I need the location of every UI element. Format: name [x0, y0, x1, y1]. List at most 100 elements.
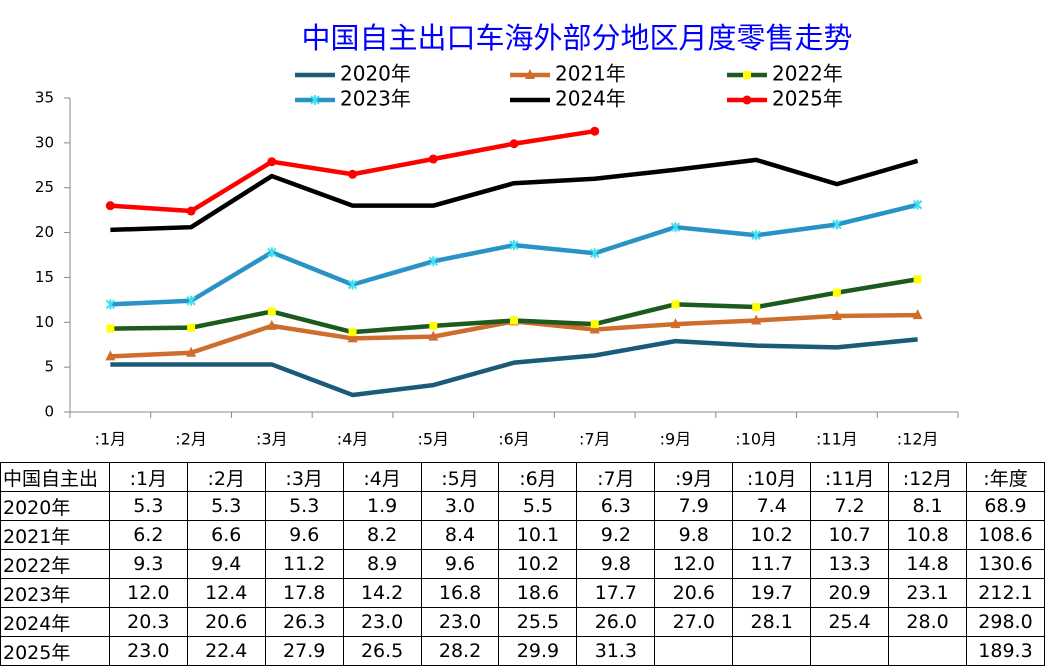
table-cell: 10.2: [732, 520, 812, 550]
chart-title: 中国自主出口车海外部分地区月度零售走势: [301, 21, 852, 55]
table-cell: 5.3: [186, 491, 266, 521]
marker: [832, 219, 842, 230]
x-tick-label: :11月: [816, 430, 858, 449]
table-cell: 8.2: [342, 520, 422, 550]
y-tick-label: 35: [35, 89, 54, 107]
table-cell: :3月: [264, 462, 344, 492]
table-cell: [732, 636, 812, 666]
marker: [348, 169, 358, 179]
y-tick-label: 20: [35, 223, 54, 241]
series-line: [110, 337, 918, 398]
table-cell: [888, 636, 968, 666]
marker: [589, 323, 600, 334]
table-cell: 189.3: [966, 636, 1045, 666]
y-tick-label: 10: [35, 313, 54, 331]
table-cell: 12.4: [186, 578, 266, 608]
marker: [913, 275, 922, 284]
y-tick-label: 5: [44, 358, 54, 376]
table-cell: 10.2: [498, 549, 578, 579]
table-cell: 14.2: [342, 578, 422, 608]
table-cell: 18.6: [498, 578, 578, 608]
table-cell: :1月: [108, 462, 188, 492]
table-cell: 13.3: [810, 549, 890, 579]
table-cell: 7.4: [732, 491, 812, 521]
table-cell: 8.9: [342, 549, 422, 579]
table-cell: 28.0: [888, 607, 968, 637]
table-cell: 12.0: [654, 549, 734, 579]
marker: [670, 318, 681, 329]
table-cell: 28.1: [732, 607, 812, 637]
table-cell: 26.0: [576, 607, 656, 637]
table-cell: 25.4: [810, 607, 890, 637]
table-cell: :10月: [732, 462, 812, 492]
marker: [752, 303, 761, 312]
table-cell: 5.3: [108, 491, 188, 521]
marker: [912, 309, 923, 320]
table-cell: 10.8: [888, 520, 968, 550]
table-cell: :9月: [654, 462, 734, 492]
table-cell: 10.7: [810, 520, 890, 550]
table-cell: 20.6: [186, 607, 266, 637]
marker: [347, 332, 358, 343]
table-cell: 5.5: [498, 491, 578, 521]
table-cell: 25.5: [498, 607, 578, 637]
table-cell: 20.9: [810, 578, 890, 608]
table-cell: 2025年: [0, 636, 110, 666]
table-cell: 9.8: [576, 549, 656, 579]
marker: [590, 320, 599, 329]
table-cell: 23.1: [888, 578, 968, 608]
y-tick-label: 25: [35, 178, 54, 196]
x-tick-label: :10月: [735, 430, 777, 449]
table-cell: 11.2: [264, 549, 344, 579]
table-cell: 6.6: [186, 520, 266, 550]
marker: [310, 95, 320, 105]
marker: [670, 222, 681, 233]
table-cell: :2月: [186, 462, 266, 492]
table-cell: 2024年: [0, 607, 110, 637]
x-tick-label: :3月: [256, 430, 288, 449]
marker: [590, 126, 600, 136]
marker: [428, 330, 439, 341]
table-cell: :4月: [342, 462, 422, 492]
y-tick-label: 30: [35, 133, 54, 151]
table-row: 2025年 23.0 22.4 27.9 26.5 28.2 29.9 31.3 189.3: [0, 636, 1045, 666]
x-tick-label: :2月: [175, 430, 207, 449]
marker: [266, 319, 277, 330]
marker: [751, 230, 761, 241]
marker: [912, 199, 923, 210]
table-cell: 9.2: [576, 520, 656, 550]
table-cell: :7月: [576, 462, 656, 492]
chart: 中国自主出口车海外部分地区月度零售走势 0 5 10 15 20 25 30 35:1月:2月…: [35, 21, 959, 449]
series-line: [110, 202, 919, 307]
table-cell: 1.9: [342, 491, 422, 521]
table-cell: 7.2: [810, 491, 890, 521]
marker: [187, 323, 196, 332]
table-cell: 2022年: [0, 549, 110, 579]
table-cell: 19.7: [732, 578, 812, 608]
marker: [267, 157, 277, 167]
table-cell: 17.7: [576, 578, 656, 608]
x-tick-label: :7月: [579, 430, 611, 449]
legend-label: 2021年: [555, 62, 626, 86]
table-cell: 9.8: [654, 520, 734, 550]
table-cell: 22.4: [186, 636, 266, 666]
y-tick-label: 15: [35, 268, 54, 286]
table-cell: 23.0: [342, 607, 422, 637]
table-row: 2022年 9.3 9.4 11.2 8.9 9.6 10.2 9.8 12.0 11.7 13.3…: [0, 549, 1045, 579]
table-cell: 17.8: [264, 578, 344, 608]
table-cell: [654, 636, 734, 666]
table-cell: 298.0: [966, 607, 1045, 637]
x-tick-label: :5月: [417, 430, 449, 449]
marker: [525, 69, 535, 79]
table-cell: 11.7: [732, 549, 812, 579]
table-cell: 2021年: [0, 520, 110, 550]
marker: [347, 279, 358, 290]
table-cell: [810, 636, 890, 666]
table-cell: 27.0: [654, 607, 734, 637]
table-row: 2021年 6.2 6.6 9.6 8.2 8.4 10.1 9.2 9.8 10.2 10.7 10…: [0, 520, 1045, 550]
table-cell: 28.2: [420, 636, 500, 666]
table-cell: 10.1: [498, 520, 578, 550]
table-cell: 23.0: [420, 607, 500, 637]
table-cell: 14.8: [888, 549, 968, 579]
